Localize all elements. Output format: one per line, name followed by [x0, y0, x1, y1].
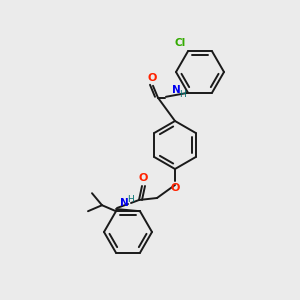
Text: O: O	[170, 183, 180, 193]
Text: N: N	[172, 85, 180, 95]
Text: Cl: Cl	[175, 38, 186, 48]
Text: H: H	[178, 90, 185, 99]
Text: N: N	[120, 198, 128, 208]
Text: H: H	[127, 196, 134, 205]
Text: O: O	[138, 173, 148, 183]
Text: O: O	[147, 73, 157, 83]
